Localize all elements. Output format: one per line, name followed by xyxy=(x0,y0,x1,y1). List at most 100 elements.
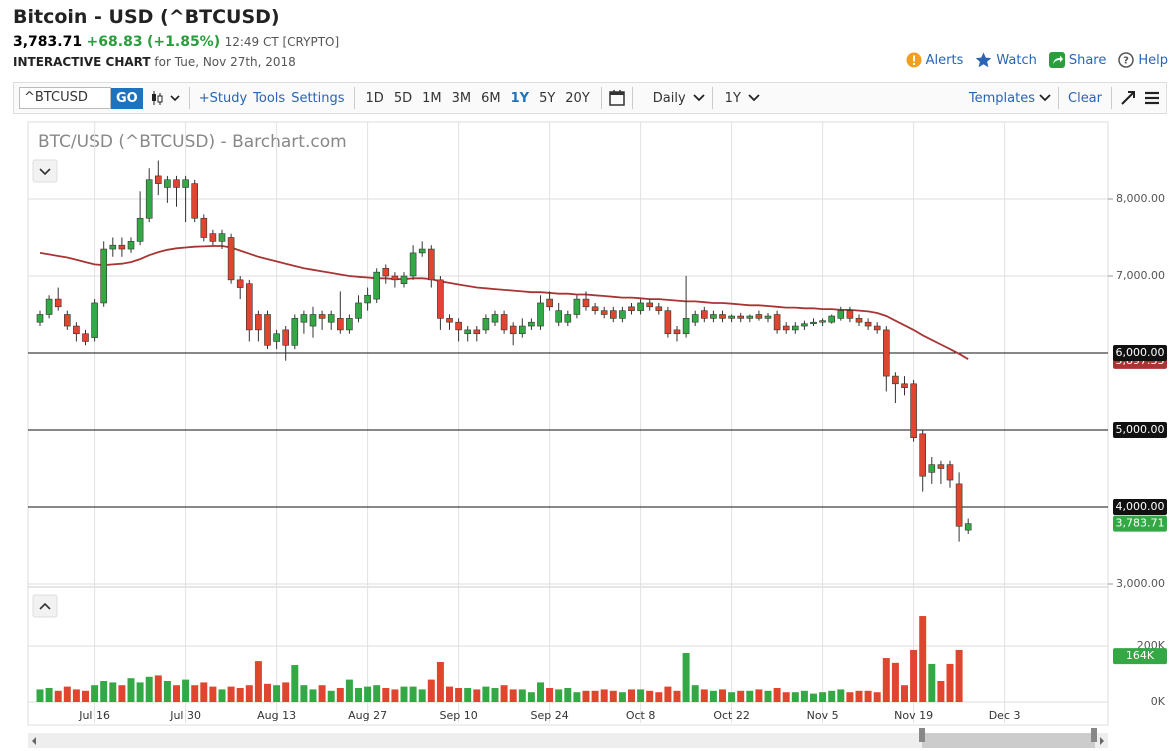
volume-bar xyxy=(764,690,772,702)
volume-bar xyxy=(54,690,62,702)
scroll-handle[interactable] xyxy=(1091,728,1097,742)
period-button[interactable]: 1D xyxy=(365,90,384,106)
x-tick-label: Nov 19 xyxy=(894,709,933,722)
candle-body xyxy=(491,314,499,323)
volume-bar xyxy=(837,689,845,702)
volume-bar xyxy=(527,692,535,702)
candle-body xyxy=(691,314,699,323)
y-tick-label: 0K xyxy=(1151,695,1166,708)
go-button[interactable]: GO xyxy=(111,87,143,109)
collapse-button[interactable] xyxy=(32,159,58,183)
watch-link[interactable]: Watch xyxy=(975,52,1037,68)
candle-body xyxy=(864,321,872,327)
candle-body xyxy=(255,314,262,331)
tools-button[interactable]: Tools xyxy=(253,90,286,106)
volume-bar xyxy=(746,690,754,702)
symbol-input[interactable]: ^BTCUSD xyxy=(19,87,111,109)
candle-body xyxy=(427,248,435,281)
toolbar: ^BTCUSD GO +Study Tools Settings 1D 5D 1… xyxy=(13,82,1167,114)
volume-bar xyxy=(946,663,954,702)
collapse-button[interactable] xyxy=(32,594,58,618)
volume-bar xyxy=(791,692,799,702)
period-button[interactable]: 3M xyxy=(451,90,472,106)
templates-button[interactable]: Templates xyxy=(968,90,1035,106)
scrollbar-track[interactable] xyxy=(28,733,1108,748)
scroll-handle[interactable] xyxy=(919,728,925,742)
period-button[interactable]: 6M xyxy=(481,90,501,106)
quote-time: 12:49 CT [CRYPTO] xyxy=(224,35,340,49)
scrollbar-thumb[interactable] xyxy=(922,733,1095,748)
help-link[interactable]: ? Help xyxy=(1118,52,1168,68)
menu-button[interactable] xyxy=(1138,89,1166,107)
candle-body xyxy=(100,248,107,304)
candle-body xyxy=(227,237,235,281)
chart-type-button[interactable] xyxy=(151,89,183,107)
candle-body xyxy=(882,329,890,377)
clear-button[interactable]: Clear xyxy=(1068,90,1102,106)
x-tick-label: Jul 30 xyxy=(169,709,201,722)
volume-bar xyxy=(682,653,690,702)
settings-button[interactable]: Settings xyxy=(291,90,345,106)
period-button[interactable]: 5Y xyxy=(539,90,556,106)
candle-body xyxy=(837,310,845,319)
candle-body xyxy=(446,318,453,323)
volume-bar xyxy=(45,688,53,702)
candle-body xyxy=(682,318,690,335)
volume-bar xyxy=(200,682,208,702)
candle-body xyxy=(518,325,526,335)
volume-bar xyxy=(254,661,262,702)
period-button[interactable]: 20Y xyxy=(565,90,590,106)
candle-body xyxy=(145,179,153,219)
chart-title: BTC/USD (^BTCUSD) - Barchart.com xyxy=(38,132,347,152)
volume-bar xyxy=(509,689,517,702)
dropdown-arrow xyxy=(1039,94,1051,102)
volume-bar xyxy=(810,693,817,702)
candle-body xyxy=(946,464,954,481)
level-badge-bg xyxy=(1113,499,1167,515)
volume-bar xyxy=(245,685,253,702)
candle-body xyxy=(955,483,963,527)
share-link[interactable]: Share xyxy=(1048,52,1106,68)
range-select[interactable]: 1Y xyxy=(724,90,741,106)
volume-bar xyxy=(864,690,872,702)
volume-bar xyxy=(291,665,299,702)
candle-body xyxy=(373,271,381,300)
collapse-arrow xyxy=(39,602,51,610)
candle-body xyxy=(391,275,399,281)
volume-bar xyxy=(518,689,526,702)
period-button-active[interactable]: 1Y xyxy=(510,90,530,106)
volume-bar xyxy=(154,675,162,702)
study-button[interactable]: +Study xyxy=(198,90,248,106)
candle-body xyxy=(964,523,972,531)
candle-body xyxy=(537,302,544,327)
volume-bar xyxy=(891,662,899,702)
candle-body xyxy=(609,310,617,319)
candle-body xyxy=(928,464,936,473)
volume-bar xyxy=(145,676,153,702)
help-icon: ? xyxy=(1118,52,1135,68)
volume-bar xyxy=(828,690,836,702)
x-tick-label: Dec 3 xyxy=(989,709,1021,722)
alerts-link[interactable]: Alerts xyxy=(906,52,964,68)
scroll-right[interactable] xyxy=(1100,737,1104,745)
link-text: Alerts xyxy=(925,52,964,68)
scroll-left[interactable] xyxy=(32,737,36,745)
candle-body xyxy=(264,314,271,346)
quote: 3,783.71 +68.83 (+1.85%) 12:49 CT [CRYPT… xyxy=(13,34,339,50)
candle-body xyxy=(500,314,508,331)
candle-body xyxy=(91,302,98,338)
calendar-button[interactable] xyxy=(608,89,626,107)
volume-bar xyxy=(373,685,381,702)
period-button[interactable]: 1M xyxy=(422,90,442,106)
draw-button[interactable] xyxy=(1118,89,1138,107)
volume-bar xyxy=(446,686,453,702)
volume-bar xyxy=(555,689,563,702)
volume-bar xyxy=(728,692,736,702)
volume-bar xyxy=(127,678,135,702)
candle-body xyxy=(118,244,126,250)
interval-select[interactable]: Daily xyxy=(652,90,686,106)
period-button[interactable]: 5D xyxy=(393,90,413,106)
candle-body xyxy=(482,318,490,331)
candle-body xyxy=(218,233,226,242)
volume-bar xyxy=(846,692,854,702)
